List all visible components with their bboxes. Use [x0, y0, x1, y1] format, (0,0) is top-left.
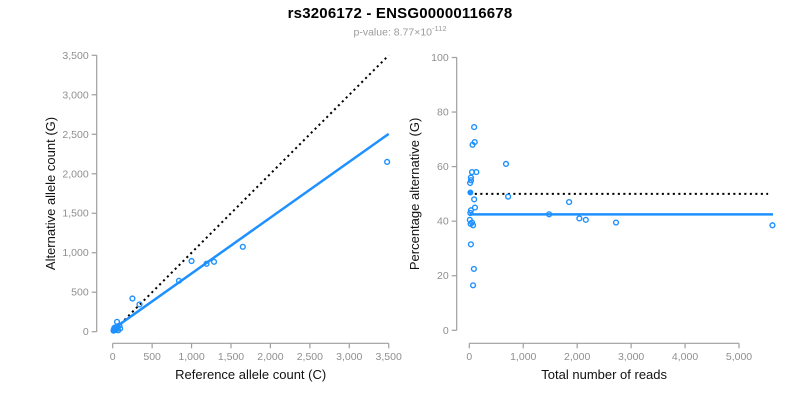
- data-point: [467, 241, 475, 248]
- data-point: [471, 204, 479, 211]
- y-tick-label: 2,000: [62, 168, 88, 180]
- y-axis: 0 20 40 60 80 100 Percentage alternative (G): [407, 52, 458, 337]
- y-tick-label: 40: [437, 216, 449, 228]
- y-tick-label: 0: [443, 325, 449, 337]
- data-point: [471, 123, 478, 131]
- x-tick-label: 4,000: [672, 351, 698, 363]
- x-tick-label: 2,000: [564, 351, 590, 363]
- y-tick-label: 3,500: [62, 50, 88, 62]
- data-point: [469, 282, 477, 289]
- data-point: [467, 209, 474, 217]
- data-point: [136, 301, 143, 308]
- x-tick-label: 500: [143, 351, 161, 363]
- pvalue-text: p-value: 8.77×10: [353, 26, 433, 39]
- data-point: [115, 327, 122, 334]
- allele-counts-plot: 0 500 1,000 1,500 2,000 2,500 3,000 3,500 Refere…: [43, 50, 402, 382]
- x-axis-title: Reference allele count (C): [175, 367, 326, 382]
- y-axis-title: Alternative allele count (G): [43, 117, 58, 270]
- percentage-vs-depth-plot: 0 1,000 2,000 3,000 4,000 5,000 Total number o…: [407, 52, 776, 382]
- x-tick-label: 2,000: [257, 351, 283, 363]
- data-point: [188, 257, 195, 265]
- pvalue-exponent: -112: [432, 24, 447, 33]
- data-point: [239, 243, 246, 250]
- data-point: [471, 138, 478, 146]
- data-point: [469, 222, 477, 229]
- x-tick-label: 3,500: [376, 351, 402, 363]
- y-tick-label: 0: [83, 326, 89, 338]
- data-point: [467, 174, 475, 181]
- data-point: [546, 211, 553, 218]
- x-tick-label: 0: [110, 351, 116, 363]
- data-point: [467, 179, 474, 187]
- x-tick-label: 1,500: [218, 351, 244, 363]
- data-point: [769, 222, 776, 229]
- y-tick-label: 80: [437, 107, 449, 119]
- data-point: [210, 258, 218, 265]
- identity-line: [111, 54, 390, 333]
- y-tick-label: 1,000: [62, 247, 88, 259]
- x-tick-label: 5,000: [726, 351, 752, 363]
- data-point: [505, 193, 512, 200]
- data-point: [203, 260, 210, 267]
- data-point: [467, 207, 475, 214]
- x-tick-label: 0: [466, 351, 472, 363]
- x-tick-label: 3,000: [336, 351, 362, 363]
- data-point: [470, 265, 477, 273]
- data-point: [612, 219, 620, 226]
- y-tick-label: 60: [437, 161, 449, 173]
- x-tick-label: 2,500: [297, 351, 323, 363]
- percentage-vs-depth-points: [466, 123, 776, 289]
- data-point: [473, 168, 480, 176]
- data-point: [467, 177, 475, 184]
- y-axis: 0 500 1,000 1,500 2,000 2,500 3,000 3,500 Altern…: [43, 50, 98, 338]
- data-point: [582, 216, 589, 223]
- data-point: [384, 158, 391, 166]
- y-tick-label: 500: [71, 287, 89, 299]
- x-tick-label: 1,000: [510, 351, 536, 363]
- y-tick-label: 100: [431, 52, 449, 64]
- data-point: [175, 277, 183, 284]
- y-tick-label: 1,500: [62, 208, 88, 220]
- data-point: [471, 196, 478, 203]
- x-tick-label: 3,000: [618, 351, 644, 363]
- data-point: [502, 160, 510, 167]
- x-axis-title: Total number of reads: [541, 367, 667, 382]
- pvalue-subtitle: p-value: 8.77×10-112: [0, 24, 800, 39]
- y-tick-label: 20: [437, 270, 449, 282]
- x-tick-label: 1,000: [178, 351, 204, 363]
- y-tick-label: 2,500: [62, 129, 88, 141]
- y-axis-title: Percentage alternative (G): [407, 118, 422, 270]
- x-axis: 0 500 1,000 1,500 2,000 2,500 3,000 3,500 Refere…: [110, 342, 402, 382]
- page-title: rs3206172 - ENSG00000116678: [287, 5, 513, 22]
- data-point: [576, 215, 583, 222]
- data-point: [129, 295, 136, 302]
- allele-counts-points: [110, 158, 391, 334]
- x-axis: 0 1,000 2,000 3,000 4,000 5,000 Total number o…: [466, 342, 752, 382]
- data-point-filled: [467, 189, 474, 196]
- regression-line: [111, 132, 390, 331]
- data-point: [565, 198, 573, 206]
- y-tick-label: 3,000: [62, 89, 88, 101]
